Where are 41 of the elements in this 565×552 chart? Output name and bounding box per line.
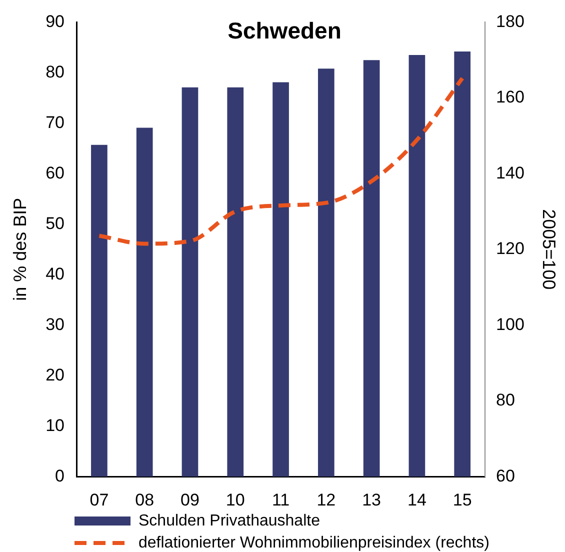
bar — [318, 68, 334, 477]
y2-tick-label: 180 — [496, 12, 524, 31]
legend-label: deflationierter Wohnimmobilienpreisindex (rechts) — [138, 534, 490, 552]
y-tick-label: 60 — [46, 163, 65, 182]
bar — [136, 128, 153, 477]
y2-tick-label: 60 — [496, 466, 515, 486]
y2-tick-label: 160 — [496, 88, 524, 107]
bar — [454, 51, 471, 477]
chart-title: Schweden — [228, 17, 342, 44]
legend-label: Schulden Privathaushalte — [138, 512, 320, 530]
y2-tick-label: 80 — [496, 390, 515, 410]
y2-axis-title: 2005=100 — [539, 209, 560, 290]
y2-tick-label: 140 — [496, 163, 524, 182]
y-tick-label: 40 — [46, 264, 65, 284]
x-tick-label: 10 — [226, 490, 245, 510]
x-tick-label: 13 — [362, 490, 382, 510]
x-tick-label: 14 — [407, 490, 426, 510]
x-tick-label: 09 — [180, 490, 200, 510]
bar — [227, 87, 244, 477]
x-tick-label: 11 — [272, 490, 290, 510]
bar — [363, 60, 380, 477]
y-tick-label: 90 — [46, 12, 65, 31]
x-tick-label: 15 — [452, 490, 472, 510]
x-tick-label: 12 — [316, 490, 336, 510]
bar — [91, 144, 108, 477]
y2-tick-label: 120 — [496, 239, 524, 258]
bar — [182, 87, 198, 477]
bar — [408, 55, 426, 477]
y-tick-label: 70 — [46, 112, 65, 132]
y-tick-label: 80 — [46, 62, 65, 82]
y-tick-label: 10 — [46, 416, 65, 435]
y-tick-label: 50 — [46, 214, 65, 233]
x-tick-label: 07 — [90, 490, 109, 510]
bar — [272, 82, 289, 477]
y-tick-label: 0 — [55, 466, 65, 486]
y-tick-label: 20 — [46, 365, 65, 384]
x-tick-label: 08 — [135, 490, 154, 510]
y2-tick-label: 100 — [496, 314, 524, 334]
y-tick-label: 30 — [46, 314, 65, 334]
y-axis-title: in % des BIP — [10, 198, 30, 301]
line-series — [97, 76, 464, 246]
